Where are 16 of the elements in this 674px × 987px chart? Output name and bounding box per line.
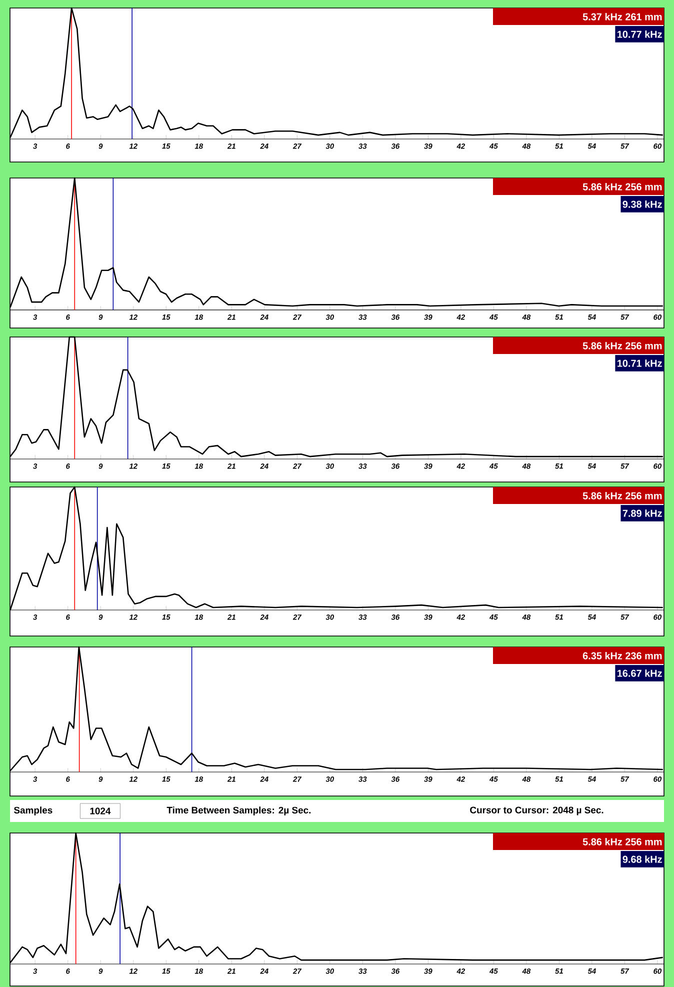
text: Samples [14, 806, 52, 816]
annotation: 16.67 kHz [618, 670, 662, 677]
annotation: 5.86 kHz 256 mm [582, 492, 662, 500]
annotation: 9.38 kHz [622, 200, 662, 208]
annotation: 5.86 kHz 256 mm [582, 342, 662, 350]
annotation: 5.86 kHz 256 mm [582, 183, 662, 190]
annotation: 7.89 kHz [622, 510, 662, 517]
annotation: 10.71 kHz [618, 360, 662, 367]
text: Cursor to Cursor: 2048 µ Sec. [470, 806, 604, 816]
annotation: 9.68 kHz [622, 856, 662, 863]
text: Time Between Samples: 2µ Sec. [166, 806, 311, 816]
annotation: 5.37 kHz 261 mm [582, 13, 662, 20]
annotation: 6.35 kHz 236 mm [582, 652, 662, 660]
text: 1024 [90, 808, 111, 814]
annotation: 10.77 kHz [618, 30, 662, 38]
annotation: 5.86 kHz 256 mm [582, 838, 662, 846]
